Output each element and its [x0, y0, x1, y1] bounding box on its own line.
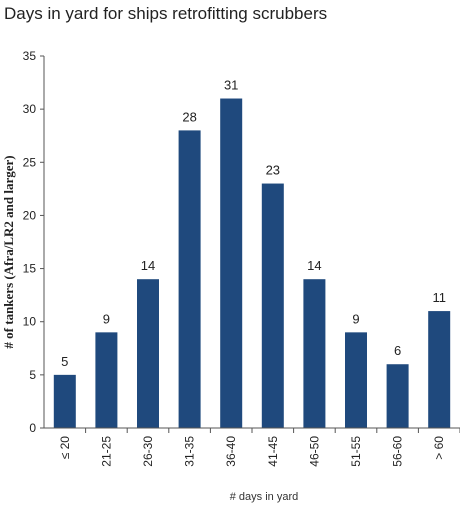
x-tick-label: 46-50: [307, 436, 321, 467]
data-label: 23: [266, 163, 280, 178]
data-label: 6: [394, 343, 401, 358]
x-tick-label: 51-55: [349, 436, 363, 467]
x-tick-label: > 60: [432, 436, 446, 460]
x-tick-label: ≤ 20: [58, 436, 72, 460]
bar: [428, 311, 451, 428]
data-label: 14: [141, 258, 155, 273]
y-axis-ticks: 0 5 10 15 20 25 30 35: [23, 49, 44, 435]
data-label: 31: [224, 78, 238, 93]
data-label: 5: [61, 354, 68, 369]
y-tick-label: 0: [29, 421, 36, 435]
y-tick-label: 20: [23, 208, 37, 222]
data-label: 11: [432, 290, 446, 305]
bar: [220, 98, 243, 428]
data-label: 9: [352, 311, 359, 326]
y-tick-label: 35: [23, 49, 37, 63]
bar: [261, 183, 284, 428]
y-tick-label: 15: [23, 262, 37, 276]
data-label: 14: [307, 258, 321, 273]
x-tick-label: 36-40: [224, 436, 238, 467]
bar: [137, 279, 159, 428]
x-tick-label: 41-45: [266, 436, 280, 467]
bar: [178, 130, 201, 428]
bar: [53, 374, 76, 428]
x-tick-label: 56-60: [391, 436, 405, 467]
bar: [386, 364, 409, 428]
bar: [345, 332, 367, 428]
y-tick-label: 10: [23, 315, 37, 329]
bar-series: [53, 98, 451, 428]
x-axis-ticks: ≤ 20 21-25 26-30 31-35 36-40 41-45 46-50 51-55 5…: [58, 428, 460, 467]
y-axis-label: # of tankers (Afra/LR2 and larger): [1, 155, 16, 348]
data-label: 28: [182, 109, 196, 124]
x-tick-label: 31-35: [183, 436, 197, 467]
data-label: 9: [103, 311, 110, 326]
y-tick-label: 30: [23, 102, 37, 116]
x-axis-label: # days in yard: [230, 491, 298, 503]
bar: [303, 279, 326, 428]
x-tick-label: 26-30: [141, 436, 155, 467]
y-tick-label: 25: [23, 155, 37, 169]
chart-title: Days in yard for ships retrofitting scru…: [4, 4, 328, 23]
x-tick-label: 21-25: [99, 436, 113, 467]
bar: [95, 332, 118, 428]
y-tick-label: 5: [29, 368, 36, 382]
data-labels: 5 9 14 28 31 23 14 9 6 11: [61, 78, 446, 369]
